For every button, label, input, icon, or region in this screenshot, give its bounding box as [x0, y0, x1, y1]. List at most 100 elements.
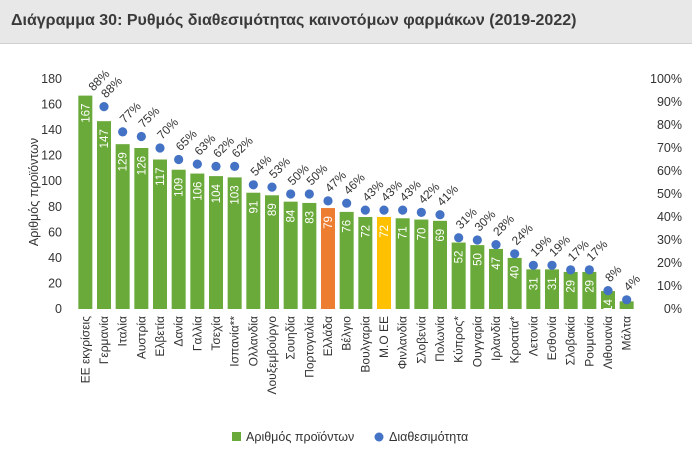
bar-value-label: 109 [174, 178, 186, 197]
bar [582, 271, 597, 309]
bar [414, 219, 429, 309]
category-label: Ιταλία [116, 316, 130, 347]
availability-dot [118, 127, 128, 137]
category-label: Αυστρία [134, 316, 148, 359]
bar-value-label: 84 [286, 209, 298, 222]
availability-dot [360, 205, 370, 215]
y-axis-title: Αριθμός προϊόντων [27, 138, 41, 246]
y2-tick-label: 60% [657, 164, 682, 178]
availability-dot [174, 154, 184, 165]
legend: Αριθμός προϊόντων Διαθεσιμότητα [232, 430, 468, 444]
bar [339, 211, 354, 309]
category-label: Δανία [172, 316, 186, 347]
bar-value-label: 76 [342, 220, 354, 233]
y-tick-label: 140 [41, 123, 62, 137]
category-label: Ελβετία [153, 316, 167, 357]
category-label: Ελλάδα [321, 316, 335, 356]
category-label: Ισπανία** [228, 316, 242, 367]
y-tick-label: 120 [41, 149, 62, 163]
bar [470, 245, 485, 309]
bar-value-label: 14 [603, 299, 615, 312]
availability-dot [566, 265, 576, 275]
y2-tick-label: 20% [657, 256, 682, 270]
category-label: Ιρλανδία [489, 316, 503, 361]
category-label: Ρουμανία [582, 316, 596, 367]
category-label: Κύπρος* [452, 316, 466, 363]
bar [190, 173, 205, 309]
bar [395, 218, 410, 309]
category-label: Πολωνία [433, 316, 447, 362]
category-label: Σλοβακία [564, 316, 578, 365]
bar [302, 202, 317, 309]
bar [433, 220, 447, 309]
availability-dot [267, 182, 277, 192]
category-label: Σλοβενία [414, 316, 428, 364]
bar [283, 201, 298, 309]
bar [526, 269, 541, 309]
availability-dot [342, 198, 352, 208]
bar-value-label: 147 [99, 129, 111, 148]
bar-value-label: 167 [80, 104, 92, 123]
availability-dot [547, 260, 557, 270]
chart-title: Διάγραμμα 30: Ρυθμός διαθεσιμότητας καιν… [11, 12, 577, 29]
availability-dot [230, 161, 240, 171]
bar-value-label: 104 [211, 184, 223, 204]
y2-tick-label: 100% [650, 72, 682, 86]
category-label: Γερμανία [97, 316, 111, 364]
category-label: Λουξεμβούργο [265, 316, 279, 395]
bar-value-label: 31 [547, 277, 559, 290]
category-label: Φινλανδία [396, 316, 410, 369]
availability-dot [248, 180, 258, 190]
availability-dot [379, 205, 389, 215]
bar-value-label: 29 [584, 280, 596, 293]
bar [78, 95, 93, 309]
availability-dot [211, 161, 221, 171]
bar [134, 148, 149, 309]
bar-value-label: 126 [136, 156, 148, 175]
percent-label: 62% [229, 133, 256, 160]
bar-value-label: 83 [304, 211, 316, 224]
percent-label: 4% [621, 272, 643, 294]
legend-bar-label: Αριθμός προϊόντων [246, 430, 354, 444]
availability-dot [304, 189, 314, 199]
right-axis: 0% 10% 20% 30% 40% 50% 60% 70% 80% 90% 100% [650, 72, 682, 316]
bar [451, 242, 466, 309]
y-tick-label: 20 [48, 276, 62, 290]
bar [507, 257, 522, 309]
category-label: Λιθουανία [601, 316, 615, 369]
category-label: Γαλλία [190, 316, 204, 351]
availability-dot [454, 233, 464, 243]
y2-tick-label: 30% [657, 233, 682, 247]
category-label: Εσθονία [545, 316, 559, 360]
percent-label: 8% [602, 262, 624, 284]
percent-label: 17% [584, 237, 611, 264]
bar-value-label: 69 [435, 229, 447, 242]
availability-dot [603, 286, 613, 296]
category-label: Μ.Ο ΕΕ [377, 316, 391, 358]
availability-dot [472, 235, 482, 245]
availability-dot [491, 240, 501, 250]
bar [171, 169, 186, 309]
bar-value-label: 117 [155, 168, 167, 186]
bar-value-label: 31 [528, 277, 540, 290]
bar [545, 269, 559, 309]
y2-tick-label: 10% [657, 279, 682, 293]
bar [619, 301, 634, 309]
y-tick-label: 100 [41, 174, 62, 188]
category-label: Βουλγαρία [358, 316, 372, 373]
y2-tick-label: 80% [657, 118, 682, 132]
bar [358, 217, 373, 309]
category-label: Μάλτα [620, 316, 634, 351]
title-bar: Διάγραμμα 30: Ρυθμός διαθεσιμότητας καιν… [0, 0, 692, 44]
bar [227, 177, 242, 309]
availability-dot [155, 143, 165, 153]
category-label: Βέλγιο [340, 316, 354, 351]
category-label: Σουηδία [284, 316, 298, 360]
y-tick-label: 60 [48, 225, 62, 239]
bar-value-label: 70 [416, 228, 428, 241]
bar-value-label: 71 [398, 226, 410, 239]
availability-dot [528, 260, 538, 270]
bar-value-label: 129 [118, 152, 130, 171]
availability-dot [323, 196, 333, 206]
